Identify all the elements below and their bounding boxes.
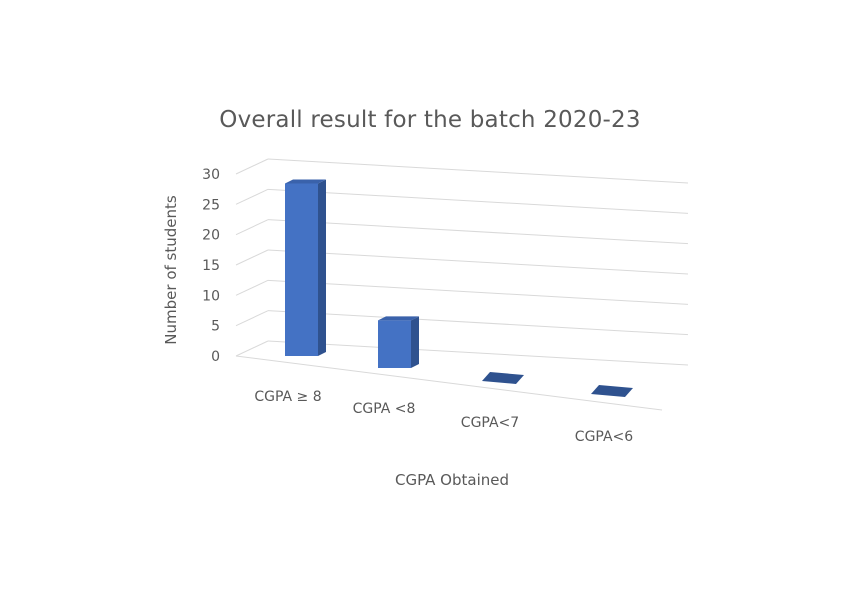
y-tick-label: 0: [211, 349, 220, 365]
x-axis-label: CGPA Obtained: [395, 471, 509, 489]
x-tick-label: CGPA<6: [575, 429, 633, 445]
gridline-side: [235, 340, 269, 357]
bar-top: [378, 316, 419, 321]
gridline: [267, 279, 689, 305]
y-tick-label: 15: [202, 258, 220, 274]
gridline: [267, 158, 689, 184]
gridline: [267, 249, 689, 275]
bar: [285, 179, 326, 356]
bar-zero: [482, 372, 524, 384]
gridline-side: [235, 310, 269, 327]
bar-side: [411, 316, 419, 368]
bar: [378, 316, 419, 368]
bar: [482, 372, 524, 384]
y-tick-label: 30: [202, 167, 220, 183]
gridline-side: [235, 158, 269, 175]
gridline: [267, 310, 689, 336]
chart-title: Overall result for the batch 2020-23: [219, 107, 641, 133]
y-tick-label: 5: [211, 319, 220, 335]
bar-front: [378, 320, 411, 368]
bar-front: [285, 183, 318, 356]
gridline: [267, 340, 689, 366]
x-tick-label: CGPA<7: [461, 415, 519, 431]
gridline: [267, 219, 689, 245]
x-tick-label: CGPA <8: [353, 401, 416, 417]
y-tick-label: 20: [202, 228, 220, 244]
gridline-side: [235, 249, 269, 266]
y-axis-label: Number of students: [162, 195, 180, 345]
gridline-side: [235, 188, 269, 205]
gridline: [267, 188, 689, 214]
y-tick-label: 10: [202, 288, 220, 304]
bar: [591, 385, 633, 397]
gridlines: [235, 158, 689, 411]
gridline-side: [235, 279, 269, 296]
floor-edge: [235, 355, 663, 411]
bar-zero: [591, 385, 633, 397]
gridline-side: [235, 219, 269, 236]
x-tick-label: CGPA ≥ 8: [254, 389, 321, 405]
bars: [285, 179, 633, 397]
x-axis-ticks: CGPA ≥ 8 CGPA <8 CGPA<7 CGPA<6: [254, 389, 633, 445]
y-tick-label: 25: [202, 197, 220, 213]
bar-side: [318, 179, 326, 356]
bar-top: [285, 179, 326, 184]
y-axis-ticks: 0 5 10 15 20 25 30: [202, 167, 220, 365]
